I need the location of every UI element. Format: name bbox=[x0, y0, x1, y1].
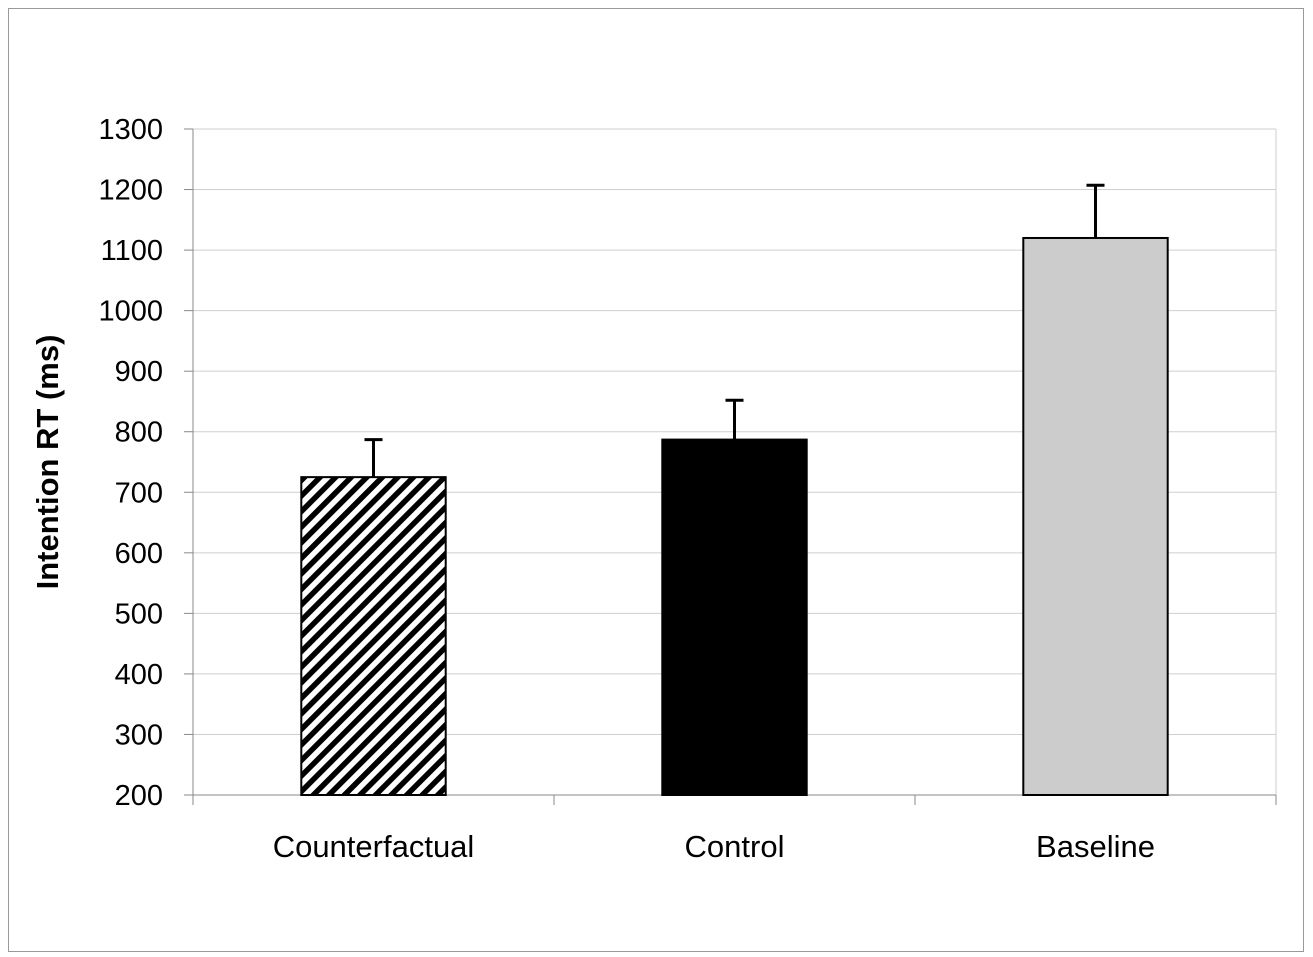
x-tick-label: Counterfactual bbox=[273, 829, 475, 864]
y-tick-label: 300 bbox=[115, 719, 163, 751]
y-tick-label: 200 bbox=[115, 780, 163, 812]
y-tick-label: 900 bbox=[115, 356, 163, 388]
chart-frame bbox=[8, 8, 1304, 952]
x-tick-label: Baseline bbox=[1036, 829, 1155, 864]
y-tick-label: 1100 bbox=[101, 235, 163, 267]
bar-baseline bbox=[1022, 236, 1169, 796]
labels: 200 300 400 500 600 700 800 900 1000 1100 1200 1300… bbox=[98, 114, 1154, 864]
y-axis-title: Intention RT (ms) bbox=[30, 335, 65, 590]
bars bbox=[300, 183, 1169, 796]
y-tick-label: 400 bbox=[115, 659, 163, 691]
bar-counterfactual bbox=[300, 476, 447, 796]
bar-control bbox=[661, 438, 808, 796]
y-tick-label: 1000 bbox=[98, 296, 163, 328]
y-tick-label: 1200 bbox=[98, 175, 163, 207]
y-tick-label: 1300 bbox=[98, 114, 163, 146]
y-tick-label: 700 bbox=[115, 477, 163, 509]
y-tick-label: 800 bbox=[115, 417, 163, 449]
y-tick-label: 500 bbox=[115, 598, 163, 630]
x-tick-label: Control bbox=[685, 829, 785, 864]
y-tick-label: 600 bbox=[115, 538, 163, 570]
